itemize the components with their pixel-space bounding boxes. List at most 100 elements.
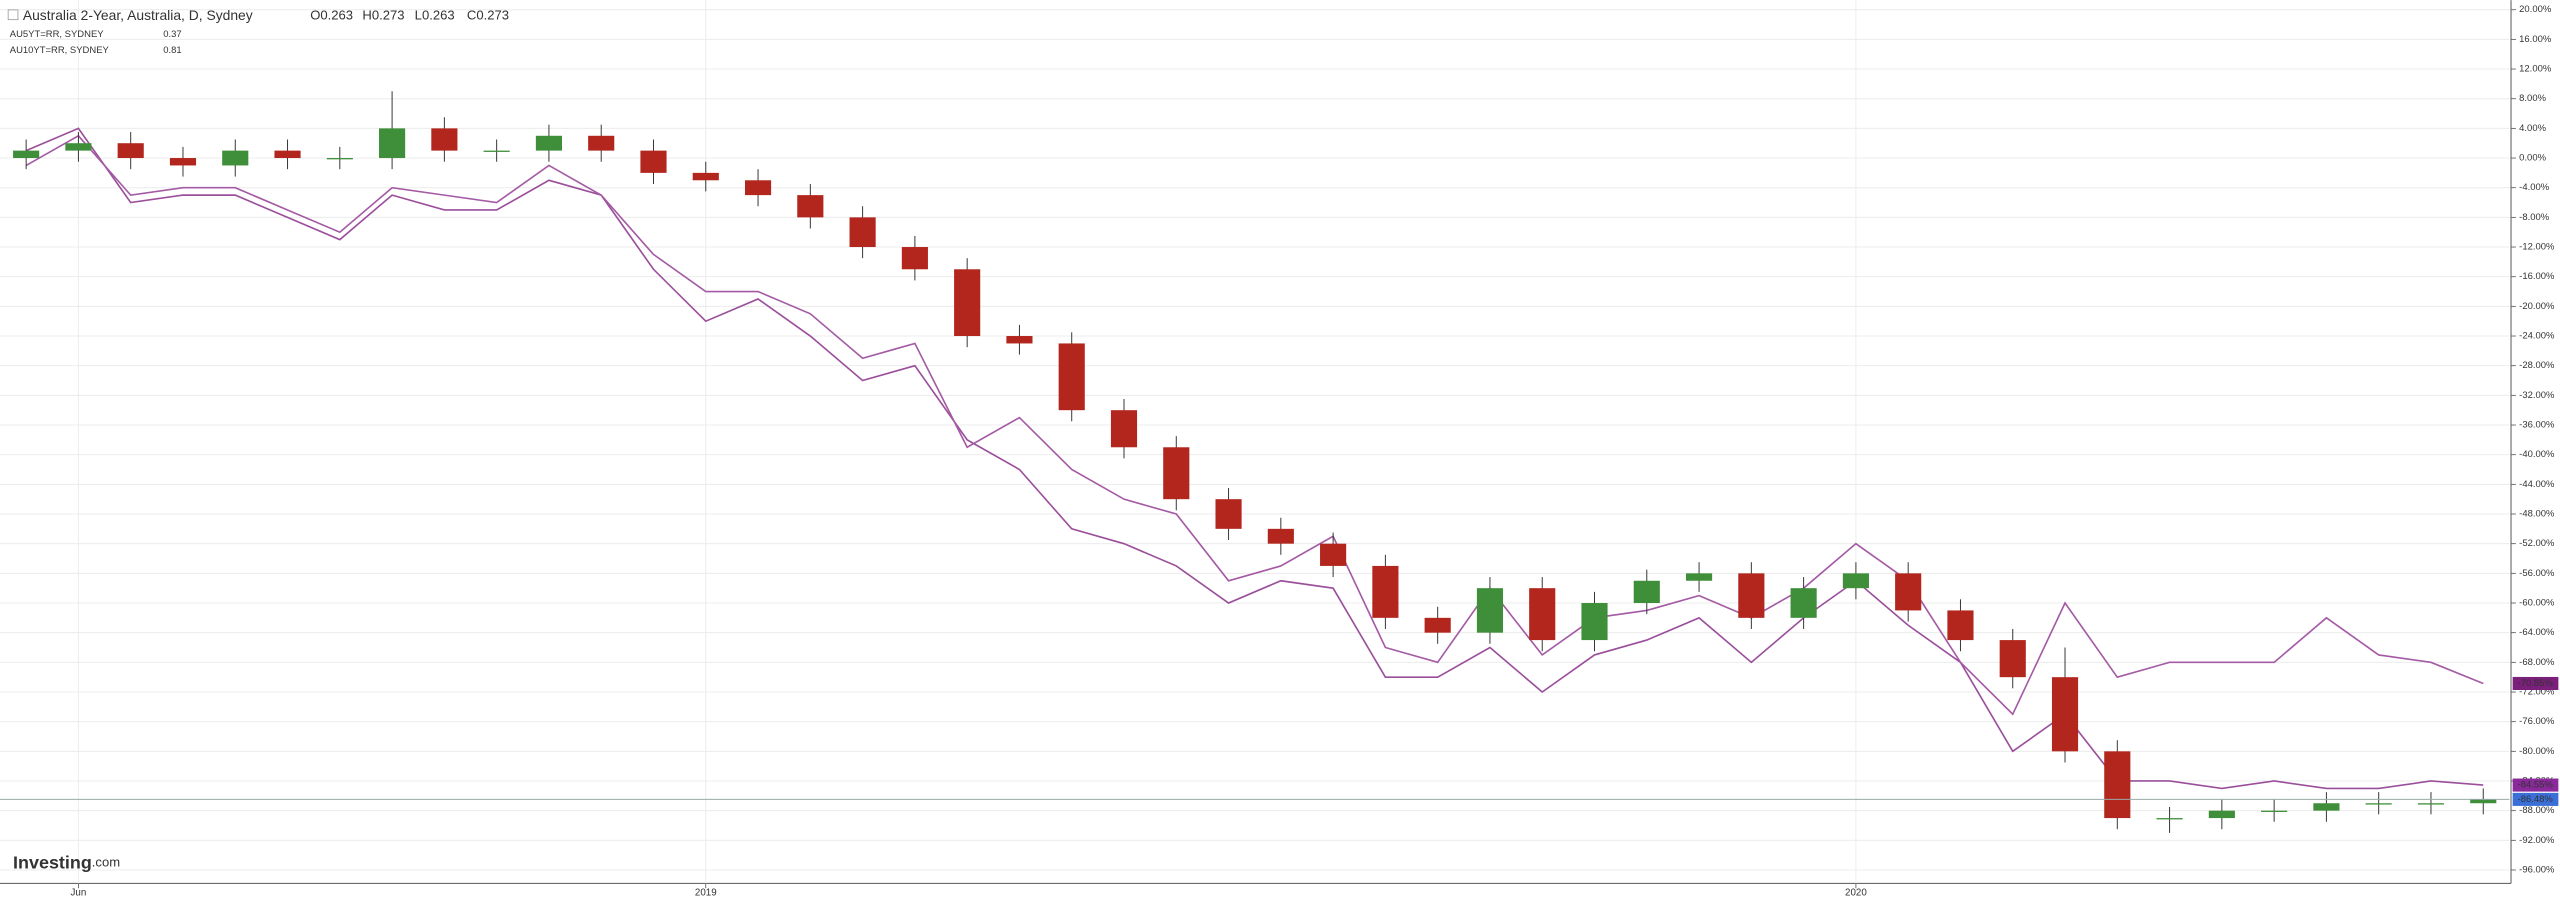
- candle-body: [222, 150, 249, 166]
- candle-body: [2261, 810, 2288, 812]
- y-tick-label: -88.00%: [2519, 805, 2555, 816]
- candle-body: [1267, 528, 1294, 544]
- labels: 20.00% 16.00% 12.00% 8.00% 4.00% 0.00% -4.00% -…: [71, 4, 2559, 899]
- y-tick-label: -44.00%: [2519, 479, 2555, 490]
- collapse-icon[interactable]: [7, 9, 19, 21]
- y-tick-label: -60.00%: [2519, 598, 2555, 609]
- candle-body: [1529, 588, 1556, 641]
- candle-body: [1476, 588, 1504, 633]
- value-label: -86.48%: [2518, 794, 2554, 805]
- y-tick-label: -16.00%: [2519, 271, 2555, 282]
- y-tick-label: 8.00%: [2519, 93, 2546, 104]
- candle-body: [901, 247, 928, 270]
- candle-body: [1424, 617, 1451, 633]
- line-series: [25, 134, 2484, 716]
- candle-body: [2417, 803, 2445, 805]
- candle-body: [744, 180, 772, 196]
- y-tick-label: -48.00%: [2519, 509, 2555, 520]
- candle-body: [954, 269, 981, 337]
- value-label: -70.85%: [2518, 678, 2554, 689]
- y-tick-label: -64.00%: [2519, 627, 2555, 638]
- candle-body: [1842, 573, 1869, 589]
- candle-body: [849, 217, 876, 248]
- candle-body: [2365, 803, 2392, 805]
- y-tick-label: 12.00%: [2519, 64, 2552, 75]
- y-tick-label: -12.00%: [2519, 242, 2555, 253]
- ohlc-label: C: [467, 8, 476, 23]
- legend-value: 0.81: [163, 45, 181, 56]
- ohlc-value: O0.263: [310, 8, 353, 23]
- candle-body: [588, 135, 615, 151]
- watermark: Investing.com: [13, 852, 120, 872]
- chart-title: Australia 2-Year, Australia, D, Sydney: [23, 7, 253, 23]
- candle-body: [1633, 580, 1660, 604]
- ohlc-number: 0.263: [320, 8, 353, 23]
- candle-body: [1058, 343, 1085, 411]
- candle-body: [2156, 818, 2183, 820]
- y-tick-label: -80.00%: [2519, 746, 2555, 757]
- candle-body: [1581, 603, 1608, 641]
- y-tick-label: -76.00%: [2519, 716, 2555, 727]
- ohlc-value: H0.273: [362, 8, 404, 23]
- candle-body: [1947, 610, 1974, 641]
- y-tick-label: -96.00%: [2519, 864, 2555, 875]
- y-tick-label: -92.00%: [2519, 835, 2555, 846]
- value-label: -84.55%: [2518, 780, 2554, 791]
- ohlc-label: L: [415, 8, 422, 23]
- candle-body: [2313, 803, 2340, 811]
- y-tick-label: -68.00%: [2519, 657, 2555, 668]
- y-tick-label: -36.00%: [2519, 420, 2555, 431]
- y-tick-label: -72.00%: [2519, 686, 2555, 697]
- candle-body: [326, 158, 353, 160]
- candle-body: [692, 172, 719, 181]
- candle-body: [2208, 810, 2235, 819]
- candle-body: [65, 143, 92, 151]
- x-tick-label: 2019: [695, 888, 717, 899]
- y-tick-label: -40.00%: [2519, 449, 2555, 460]
- candle-body: [1738, 573, 1765, 618]
- candle-body: [535, 135, 562, 151]
- y-tick-label: 16.00%: [2519, 34, 2552, 45]
- candle-body: [117, 143, 144, 159]
- y-tick-label: -52.00%: [2519, 538, 2555, 549]
- grid: [0, 0, 2516, 889]
- candle-body: [1790, 588, 1817, 618]
- y-tick-label: 0.00%: [2519, 153, 2546, 164]
- value-box: [2512, 778, 2559, 792]
- y-tick-label: -56.00%: [2519, 568, 2555, 579]
- ohlc-number: 0.273: [476, 8, 509, 23]
- candle-body: [169, 158, 197, 166]
- brand-suffix: .com: [92, 855, 120, 870]
- x-tick-label: 2020: [1845, 888, 1867, 899]
- candle-body: [483, 150, 510, 152]
- candle-body: [2051, 677, 2079, 752]
- value-box: [2512, 792, 2559, 806]
- value-box: [2512, 676, 2559, 691]
- candle-body: [640, 150, 667, 173]
- candle-body: [431, 128, 458, 151]
- candle-body: [2104, 751, 2131, 819]
- brand-name: Investing: [13, 852, 92, 872]
- ohlc-number: 0.263: [422, 8, 455, 23]
- candles: [0, 91, 2510, 833]
- y-tick-label: -24.00%: [2519, 331, 2555, 342]
- candle-body: [1320, 543, 1347, 566]
- y-tick-label: -20.00%: [2519, 301, 2555, 312]
- y-tick-label: -4.00%: [2519, 182, 2550, 193]
- candle-body: [379, 128, 406, 159]
- candle-body: [1685, 573, 1713, 581]
- candle-body: [797, 195, 824, 218]
- candle-body: [1215, 499, 1242, 529]
- legend-entry: AU5YT=RR, SYDNEY: [10, 29, 104, 40]
- x-tick-label: Jun: [71, 888, 87, 899]
- candle-body: [1163, 447, 1190, 500]
- candle-body: [274, 150, 301, 159]
- ohlc-label: H: [362, 8, 371, 23]
- candle-body: [2470, 799, 2497, 804]
- ohlc-label: O: [310, 8, 320, 23]
- candle-body: [1372, 565, 1399, 618]
- legend-entry: AU10YT=RR, SYDNEY: [10, 45, 110, 56]
- ohlc-number: 0.273: [372, 8, 405, 23]
